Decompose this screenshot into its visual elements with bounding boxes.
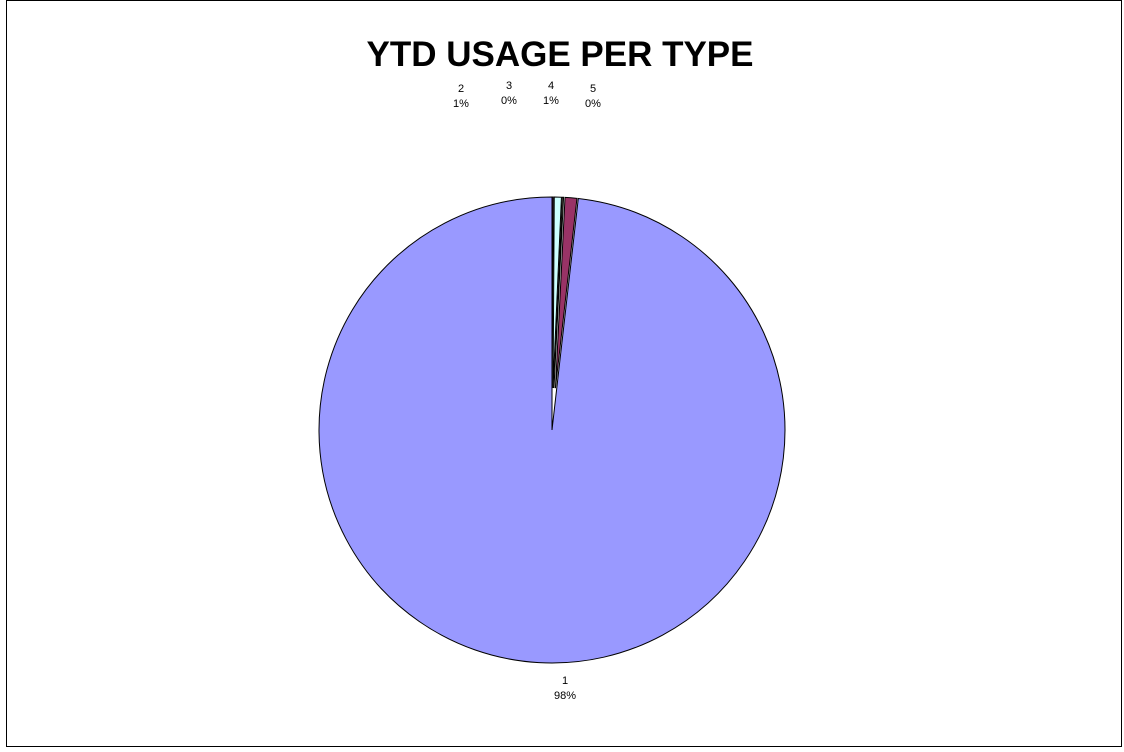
slice-percent-2: 1% bbox=[453, 98, 469, 110]
slice-percent-4: 1% bbox=[543, 95, 559, 107]
slice-label-4: 4 bbox=[548, 80, 554, 92]
slice-percent-3: 0% bbox=[501, 95, 517, 107]
pie-slice-3 bbox=[553, 196, 565, 389]
pie-slice-4 bbox=[552, 196, 562, 389]
slice-percent-1: 98% bbox=[554, 690, 576, 702]
chart-title: YTD USAGE PER TYPE bbox=[366, 35, 754, 74]
pie-slice-1 bbox=[318, 196, 786, 664]
pie-slice-5 bbox=[551, 196, 554, 389]
slice-label-3: 3 bbox=[506, 80, 512, 92]
slice-label-5: 5 bbox=[590, 83, 596, 95]
pie-slice-2 bbox=[554, 196, 578, 389]
slice-label-1: 1 bbox=[562, 675, 568, 687]
slice-percent-5: 0% bbox=[585, 98, 601, 110]
slice-label-2: 2 bbox=[458, 83, 464, 95]
